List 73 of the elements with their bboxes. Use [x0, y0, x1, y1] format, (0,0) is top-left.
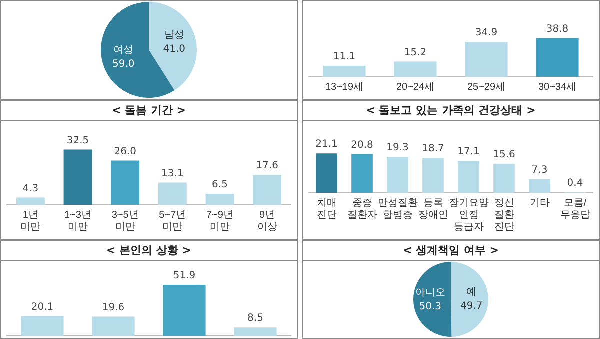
data-label: 15.6 [493, 149, 516, 160]
x-tick-label: 20~24세 [396, 82, 435, 93]
x-tick-label: 30~34세 [538, 82, 577, 93]
bar [422, 158, 444, 193]
bar [494, 164, 515, 193]
data-label: 15.2 [404, 47, 427, 58]
bar [387, 156, 408, 193]
data-label: 21.1 [316, 139, 338, 150]
x-tick-label: 만성질환 합병증 [378, 198, 418, 221]
data-label: 19.6 [102, 302, 125, 314]
data-label: 26.0 [114, 146, 136, 158]
bar [206, 194, 234, 205]
data-label: 13.1 [162, 168, 184, 180]
data-label: 34.9 [475, 28, 498, 39]
bar [529, 179, 550, 193]
x-tick-label: 장기요양 인정 등급자 [448, 198, 489, 233]
bar [111, 160, 140, 205]
x-tick-label: 7~9년 미만 [206, 210, 234, 233]
x-tick-label: 3~5년 미만 [112, 210, 139, 233]
x-tick-label: 9년 이상 [257, 210, 278, 233]
data-label: 38.8 [546, 24, 569, 35]
slice-label: 남성 [164, 30, 184, 42]
data-label: 17.6 [256, 160, 278, 172]
chart-title: < 본인의 상황 > [1, 241, 297, 261]
data-label: 17.1 [458, 146, 480, 158]
x-tick-label: 13~19세 [325, 82, 364, 93]
chart-title: < 생계책임 여부 > [303, 241, 599, 261]
bar [465, 42, 508, 77]
x-tick-label: 등록 장애인 [418, 198, 448, 221]
data-label: 49.7 [460, 300, 483, 312]
bar [21, 316, 64, 336]
data-label: 20.8 [351, 140, 374, 151]
x-tick-label: 1년 미만 [20, 210, 41, 233]
data-label: 0.4 [567, 178, 584, 189]
data-label: 20.1 [31, 302, 54, 313]
x-tick-label: 25~29세 [467, 82, 506, 93]
bar [253, 175, 282, 205]
data-label: 18.7 [422, 144, 444, 155]
slice-label: 아니오 [415, 287, 446, 298]
x-tick-label: 모름/ 무응답 [560, 198, 590, 221]
data-label: 4.3 [22, 183, 39, 194]
bar [536, 38, 579, 77]
bar [158, 182, 187, 205]
data-label: 51.9 [173, 270, 196, 282]
x-tick-label: 기타 [530, 198, 550, 209]
x-tick-label: 5~7년 미만 [159, 210, 186, 233]
x-tick-label: 정신 질환 진단 [494, 198, 514, 233]
bar [394, 62, 437, 77]
data-label: 8.5 [248, 313, 264, 324]
bar [16, 198, 45, 205]
bar [92, 316, 135, 336]
bar [316, 154, 338, 193]
bar [352, 154, 373, 193]
data-label: 59.0 [112, 58, 135, 70]
data-label: 32.5 [66, 135, 90, 146]
data-label: 7.3 [532, 164, 548, 176]
data-label: 41.0 [163, 44, 186, 56]
data-label: 6.5 [212, 180, 228, 191]
bar [234, 328, 277, 336]
bar [323, 66, 366, 77]
data-label: 11.1 [333, 51, 356, 62]
data-label: 19.3 [386, 142, 409, 154]
bar [64, 150, 92, 205]
slice-label: 여성 [114, 44, 134, 56]
chart-title: < 돌봄 기간 > [1, 101, 297, 121]
x-tick-label: 중증 질환자 [347, 198, 378, 221]
x-tick-label: 1~3년 미만 [64, 210, 92, 233]
chart-title: < 돌보고 있는 가족의 건강상태 > [303, 101, 599, 121]
slice-label: 예 [466, 286, 477, 298]
data-label: 50.3 [419, 301, 442, 312]
bar [458, 161, 480, 193]
bar [163, 284, 206, 336]
x-tick-label: 치매 진단 [316, 198, 337, 221]
